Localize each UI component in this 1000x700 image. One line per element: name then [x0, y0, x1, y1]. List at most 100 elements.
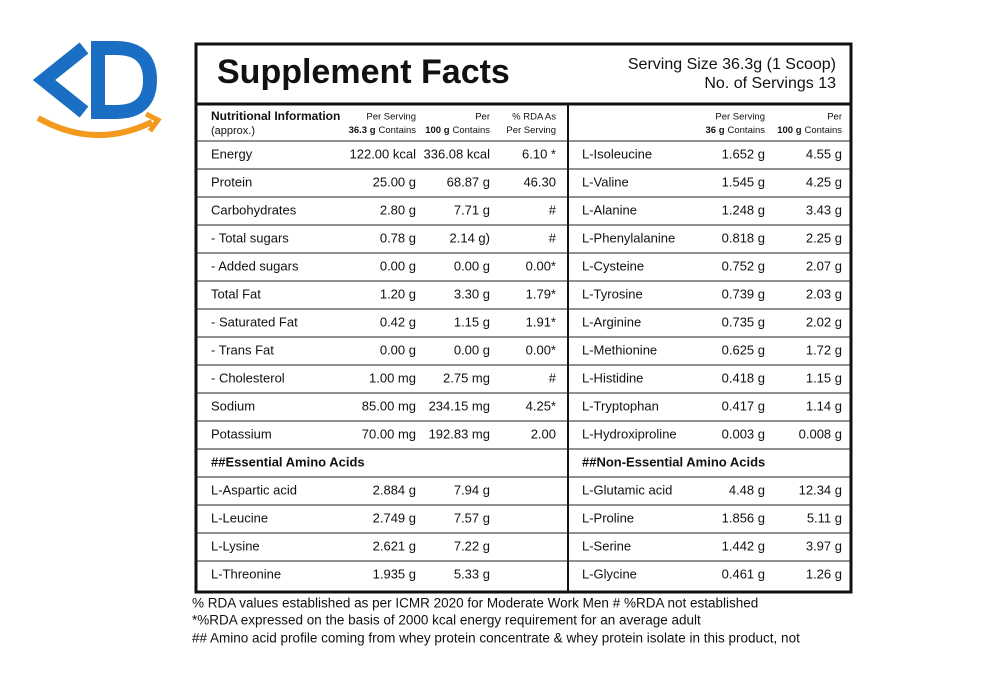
- table-cell: 85.00 mg: [362, 398, 416, 413]
- table-cell: L-Threonine: [211, 566, 281, 581]
- table-cell: - Saturated Fat: [211, 314, 298, 329]
- table-cell: L-Tyrosine: [582, 286, 643, 301]
- table-cell: 3.43 g: [806, 202, 842, 217]
- table-cell: 4.25*: [526, 398, 556, 413]
- table-cell: 7.57 g: [454, 510, 490, 525]
- header-cell: % RDA As: [512, 112, 556, 123]
- table-cell: 0.461 g: [722, 566, 765, 581]
- table-cell: 2.75 mg: [443, 370, 490, 385]
- table-cell: 1.14 g: [806, 398, 842, 413]
- table-cell: 0.00 g: [380, 342, 416, 357]
- table-cell: - Trans Fat: [211, 342, 274, 357]
- table-cell: L-Aspartic acid: [211, 482, 297, 497]
- table-cell: 0.00*: [526, 258, 556, 273]
- table-cell: 0.818 g: [722, 230, 765, 245]
- table-cell: 5.33 g: [454, 566, 490, 581]
- table-cell: 0.00*: [526, 342, 556, 357]
- table-cell: 3.97 g: [806, 538, 842, 553]
- table-cell: 70.00 mg: [362, 426, 416, 441]
- table-cell: 1.442 g: [722, 538, 765, 553]
- table-cell: Sodium: [211, 398, 255, 413]
- header-cell: Per: [475, 112, 490, 123]
- table-cell: 0.00 g: [380, 258, 416, 273]
- header-cell: (approx.): [211, 125, 255, 137]
- table-cells: Nutritional Information (approx.) Per Serv…: [196, 109, 851, 581]
- table-cell: 1.935 g: [373, 566, 416, 581]
- table-cell: L-Alanine: [582, 202, 637, 217]
- header-cell-rest: Per Serving: [506, 125, 556, 136]
- table-cell: L-Isoleucine: [582, 146, 652, 161]
- header-cell: Per Serving: [715, 112, 765, 123]
- table-cell: 1.652 g: [722, 146, 765, 161]
- serving-size: Serving Size 36.3g (1 Scoop): [628, 56, 836, 73]
- table-cell: 1.545 g: [722, 174, 765, 189]
- logo: [32, 41, 162, 138]
- table-cell: 2.884 g: [373, 482, 416, 497]
- table-cell: L-Glycine: [582, 566, 637, 581]
- header-cell: Per: [827, 112, 842, 123]
- table-cell: Potassium: [211, 426, 272, 441]
- table-cell: 2.07 g: [806, 258, 842, 273]
- header-cell: 100 g Contains: [777, 125, 842, 136]
- header-cell: Per Serving: [366, 112, 416, 123]
- table-border: [194, 42, 853, 594]
- table-cell: 2.03 g: [806, 286, 842, 301]
- table-cell: 0.739 g: [722, 286, 765, 301]
- table-cell: 0.42 g: [380, 314, 416, 329]
- table-cell: 5.11 g: [807, 510, 842, 525]
- table-cell: L-Leucine: [211, 510, 268, 525]
- table-cell: 4.48 g: [729, 482, 765, 497]
- table-cell: L-Valine: [582, 174, 629, 189]
- table-cell: 46.30: [523, 174, 556, 189]
- table-cell: Carbohydrates: [211, 202, 297, 217]
- table-cell: Energy: [211, 146, 253, 161]
- table-cell: 4.55 g: [806, 146, 842, 161]
- header-cell: 100 g Contains: [425, 125, 490, 136]
- header-cell-bold: 36 g: [705, 125, 724, 136]
- table-cell: 1.15 g: [454, 314, 490, 329]
- table-cell: 1.79*: [526, 286, 556, 301]
- header-cell-rest: Contains: [453, 125, 491, 136]
- table-cell: 1.72 g: [806, 342, 842, 357]
- header-cell-bold: 36.3 g: [349, 125, 376, 136]
- table-cell: 0.418 g: [722, 370, 765, 385]
- table-cell: #: [549, 230, 557, 245]
- table-cell: 1.91*: [526, 314, 556, 329]
- table-cell: Total Fat: [211, 286, 261, 301]
- table-cell: #: [549, 370, 557, 385]
- table-cell: 1.248 g: [722, 202, 765, 217]
- table-cell: L-Arginine: [582, 314, 641, 329]
- table-cell: - Added sugars: [211, 258, 299, 273]
- table-cell: 2.25 g: [806, 230, 842, 245]
- table-cell: 0.735 g: [722, 314, 765, 329]
- table-cell: #: [549, 202, 557, 217]
- table-cell: 1.856 g: [722, 510, 765, 525]
- table-cell: 2.749 g: [373, 510, 416, 525]
- table-cell: L-Cysteine: [582, 258, 644, 273]
- footnotes: % RDA values established as per ICMR 202…: [192, 596, 800, 646]
- table-cell: 68.87 g: [447, 174, 490, 189]
- table-cell: L-Tryptophan: [582, 398, 659, 413]
- header-cell: Per Serving: [506, 125, 556, 136]
- footnote: ## Amino acid profile coming from whey p…: [192, 631, 800, 646]
- table-cell: 0.625 g: [722, 342, 765, 357]
- table-cell: 7.71 g: [454, 202, 490, 217]
- table-cell: L-Proline: [582, 510, 634, 525]
- table-cell: 336.08 kcal: [424, 146, 491, 161]
- table-cell: 0.752 g: [722, 258, 765, 273]
- footnote: *%RDA expressed on the basis of 2000 kca…: [192, 613, 701, 628]
- header-cell-bold: 100 g: [777, 125, 801, 136]
- table-cell: L-Serine: [582, 538, 631, 553]
- table-cell: 2.00: [531, 426, 556, 441]
- table-cell: 0.78 g: [380, 230, 416, 245]
- table-cell: 2.14 g): [450, 230, 490, 245]
- table-cell: L-Phenylalanine: [582, 230, 675, 245]
- table-cell: 0.00 g: [454, 258, 490, 273]
- table-cell: L-Methionine: [582, 342, 657, 357]
- title: Supplement Facts: [217, 53, 510, 91]
- table-cell: 2.621 g: [373, 538, 416, 553]
- servings: No. of Servings 13: [704, 75, 836, 92]
- table-cell: 234.15 mg: [429, 398, 490, 413]
- header-cell-rest: Contains: [379, 125, 417, 136]
